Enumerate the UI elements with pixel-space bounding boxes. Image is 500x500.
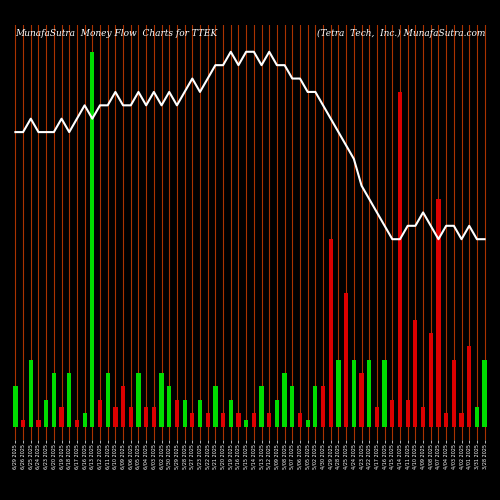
Text: MunafaSutra  Money Flow  Charts for TTEK: MunafaSutra Money Flow Charts for TTEK bbox=[15, 29, 217, 38]
Bar bbox=[36, 420, 40, 426]
Bar bbox=[406, 400, 410, 426]
Bar bbox=[375, 406, 379, 426]
Bar bbox=[144, 406, 148, 426]
Bar bbox=[28, 360, 33, 426]
Bar bbox=[275, 400, 279, 426]
Bar bbox=[428, 333, 433, 426]
Bar bbox=[436, 199, 440, 426]
Bar bbox=[482, 360, 486, 426]
Bar bbox=[190, 413, 194, 426]
Bar bbox=[260, 386, 264, 426]
Bar bbox=[82, 413, 86, 426]
Bar bbox=[328, 239, 333, 426]
Bar bbox=[206, 413, 210, 426]
Bar bbox=[128, 406, 133, 426]
Bar bbox=[360, 373, 364, 426]
Bar bbox=[267, 413, 272, 426]
Bar bbox=[52, 373, 56, 426]
Bar bbox=[214, 386, 218, 426]
Bar bbox=[421, 406, 425, 426]
Bar bbox=[336, 360, 340, 426]
Bar bbox=[106, 373, 110, 426]
Bar bbox=[75, 420, 79, 426]
Bar bbox=[160, 373, 164, 426]
Bar bbox=[198, 400, 202, 426]
Bar bbox=[290, 386, 294, 426]
Bar bbox=[167, 386, 172, 426]
Bar bbox=[475, 406, 479, 426]
Bar bbox=[314, 386, 318, 426]
Bar bbox=[21, 420, 25, 426]
Bar bbox=[352, 360, 356, 426]
Bar bbox=[244, 420, 248, 426]
Bar bbox=[14, 386, 18, 426]
Text: (Tetra  Tech,  Inc.) MunafaSutra.com: (Tetra Tech, Inc.) MunafaSutra.com bbox=[317, 29, 485, 38]
Bar bbox=[44, 400, 48, 426]
Bar bbox=[306, 420, 310, 426]
Bar bbox=[321, 386, 325, 426]
Bar bbox=[152, 406, 156, 426]
Bar bbox=[136, 373, 140, 426]
Bar bbox=[252, 413, 256, 426]
Bar bbox=[444, 413, 448, 426]
Bar bbox=[182, 400, 186, 426]
Bar bbox=[121, 386, 125, 426]
Bar bbox=[298, 413, 302, 426]
Bar bbox=[398, 92, 402, 426]
Bar bbox=[414, 320, 418, 426]
Bar bbox=[90, 52, 94, 426]
Bar bbox=[344, 292, 348, 426]
Bar bbox=[367, 360, 372, 426]
Bar bbox=[282, 373, 286, 426]
Bar bbox=[60, 406, 64, 426]
Bar bbox=[228, 400, 233, 426]
Bar bbox=[114, 406, 117, 426]
Bar bbox=[98, 400, 102, 426]
Bar bbox=[467, 346, 471, 426]
Bar bbox=[67, 373, 71, 426]
Bar bbox=[175, 400, 179, 426]
Bar bbox=[460, 413, 464, 426]
Bar bbox=[390, 400, 394, 426]
Bar bbox=[221, 413, 225, 426]
Bar bbox=[382, 360, 386, 426]
Bar bbox=[452, 360, 456, 426]
Bar bbox=[236, 413, 240, 426]
